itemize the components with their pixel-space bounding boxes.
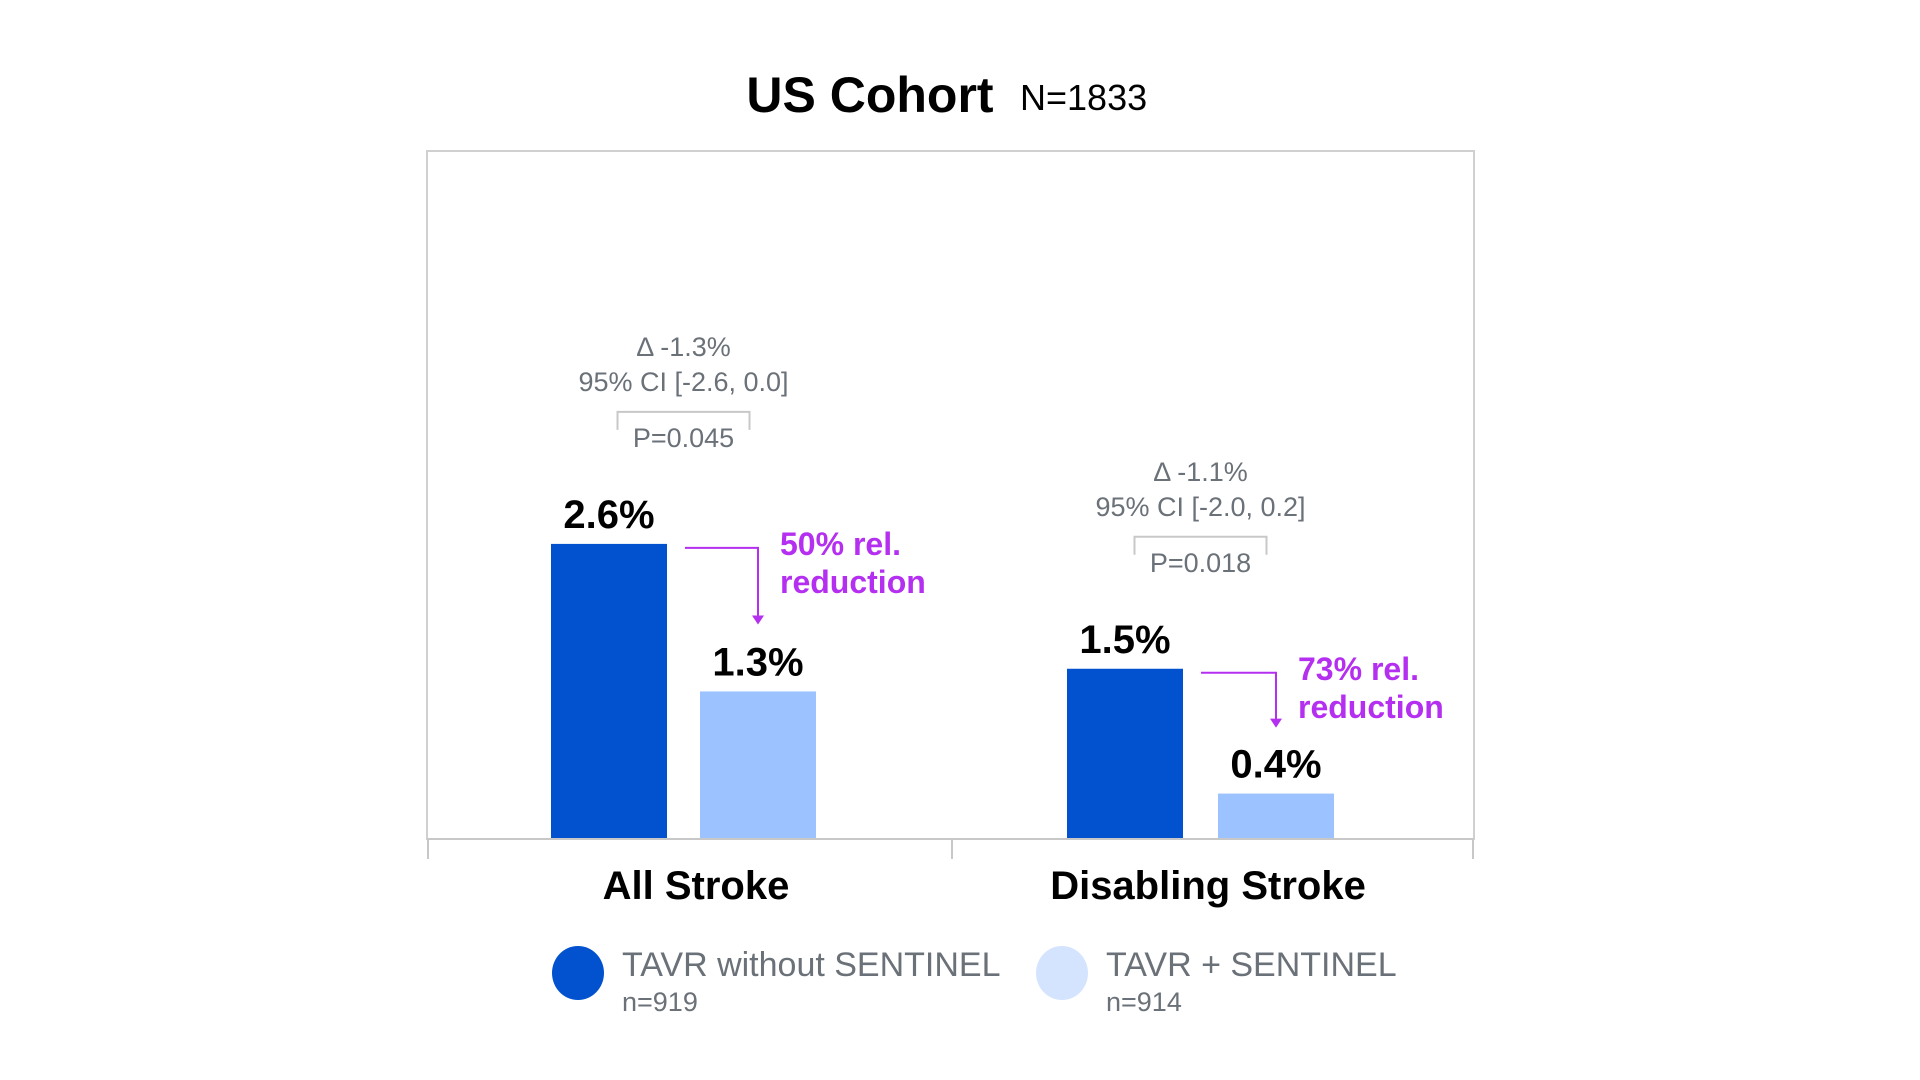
chart-subtitle: N=1833 xyxy=(1020,77,1147,118)
relative-reduction-label: 73% rel. xyxy=(1298,651,1419,687)
arrow-head-icon xyxy=(1270,718,1282,728)
legend: TAVR without SENTINEL n=919 TAVR + SENTI… xyxy=(552,946,1397,1017)
relative-reduction-label: 50% rel. xyxy=(780,526,901,562)
category-label-all-stroke: All Stroke xyxy=(603,864,790,908)
legend-n-with-sentinel: n=914 xyxy=(1106,987,1182,1017)
delta-label: Δ -1.1% xyxy=(1153,457,1248,487)
data-label: 1.3% xyxy=(712,640,803,684)
p-value-label: P=0.018 xyxy=(1150,548,1251,578)
p-value-label: P=0.045 xyxy=(633,423,734,453)
data-label: 0.4% xyxy=(1230,743,1321,787)
reduction-arrow xyxy=(685,546,759,617)
legend-swatch-without-sentinel xyxy=(552,946,604,1000)
bar xyxy=(1067,668,1183,839)
ci-label: 95% CI [-2.6, 0.0] xyxy=(578,367,788,397)
legend-label-without-sentinel: TAVR without SENTINEL xyxy=(622,946,1001,984)
bar xyxy=(1218,793,1334,839)
reduction-arrow xyxy=(1201,671,1277,720)
legend-swatch-with-sentinel xyxy=(1036,946,1088,1000)
legend-label-with-sentinel: TAVR + SENTINEL xyxy=(1106,946,1397,984)
data-label: 2.6% xyxy=(563,493,654,537)
ci-label: 95% CI [-2.0, 0.2] xyxy=(1095,492,1305,522)
bar xyxy=(700,691,816,839)
significance-bracket xyxy=(1133,535,1268,555)
delta-label: Δ -1.3% xyxy=(636,332,731,362)
category-label-disabling-stroke: Disabling Stroke xyxy=(1050,864,1366,908)
legend-n-without-sentinel: n=919 xyxy=(622,987,698,1017)
significance-bracket xyxy=(616,410,751,430)
relative-reduction-label: reduction xyxy=(1298,689,1444,725)
chart-title: US Cohort xyxy=(746,67,994,123)
relative-reduction-label: reduction xyxy=(780,564,926,600)
bar xyxy=(551,543,667,839)
arrow-head-icon xyxy=(752,615,764,625)
data-label: 1.5% xyxy=(1079,618,1170,662)
